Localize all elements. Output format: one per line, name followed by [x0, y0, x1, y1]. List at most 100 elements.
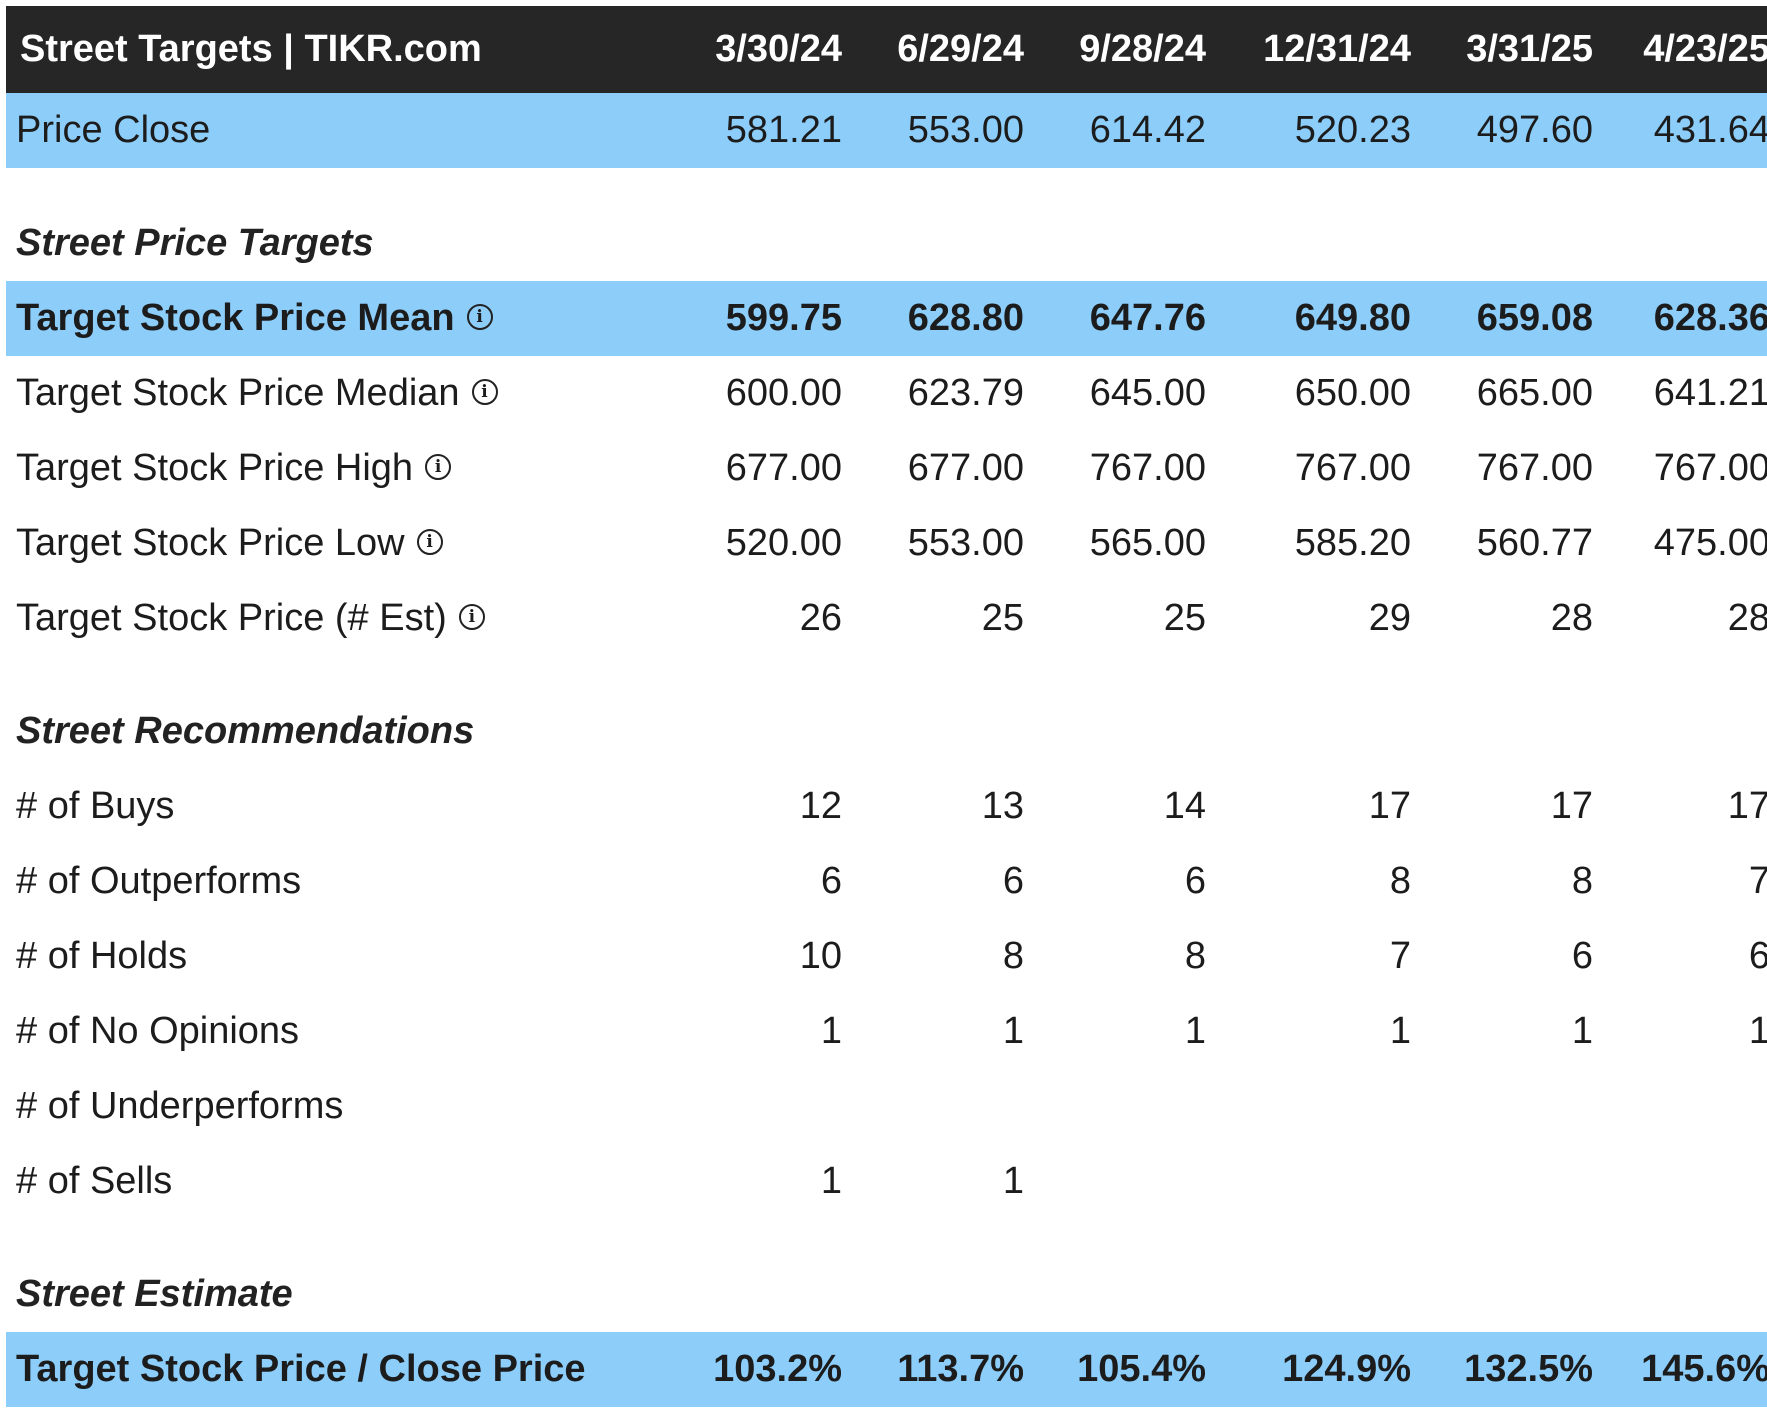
buys-row: # of Buys 12 13 14 17 17 17: [6, 769, 1767, 844]
row-value: 8: [1571, 860, 1593, 902]
row-value: 145.6%: [1641, 1348, 1767, 1390]
row-value: [1600, 1069, 1767, 1144]
row-value: 12: [799, 785, 842, 827]
street-targets-table: Street Targets | TIKR.com 3/30/24 6/29/2…: [6, 6, 1767, 1407]
row-value: 475.00: [1653, 522, 1767, 564]
row-value: 113.7%: [897, 1348, 1024, 1390]
row-value: 26: [799, 597, 842, 639]
target-close-ratio-row: Target Stock Price / Close Price 103.2% …: [6, 1332, 1767, 1407]
underperforms-row: # of Underperforms: [6, 1069, 1767, 1144]
row-value: 649.80: [1294, 297, 1411, 339]
section-title: Street Price Targets: [16, 222, 374, 264]
row-value: 6: [820, 860, 842, 902]
target-high-row: Target Stock Price High i 677.00 677.00 7…: [6, 431, 1767, 506]
date-header: 6/29/24: [897, 28, 1024, 70]
row-value: [854, 1069, 1024, 1144]
row-value: 560.77: [1476, 522, 1593, 564]
row-value: 25: [981, 597, 1024, 639]
row-value: 520.00: [725, 522, 842, 564]
row-value: 565.00: [1089, 522, 1206, 564]
row-value: 581.21: [725, 109, 842, 151]
info-icon[interactable]: i: [466, 303, 493, 330]
section-header-recommendations: Street Recommendations: [6, 694, 1767, 769]
row-value: 7: [1389, 935, 1411, 977]
row-value: [1036, 1144, 1206, 1219]
row-value: 6: [1184, 860, 1206, 902]
row-value: 585.20: [1294, 522, 1411, 564]
row-value: 7: [1748, 860, 1767, 902]
row-value: 1: [1184, 1010, 1206, 1052]
row-value: 8: [1002, 935, 1024, 977]
row-value: 677.00: [907, 447, 1024, 489]
target-mean-row: Target Stock Price Mean i 599.75 628.80 6…: [6, 281, 1767, 356]
info-icon[interactable]: i: [471, 378, 498, 405]
row-label: Target Stock Price High: [16, 447, 414, 489]
target-median-row: Target Stock Price Median i 600.00 623.79…: [6, 356, 1767, 431]
row-value: 767.00: [1089, 447, 1206, 489]
row-label-wrap: Target Stock Price High i: [16, 431, 452, 506]
row-label: Target Stock Price Median: [16, 372, 460, 414]
row-value: 1: [1571, 1010, 1593, 1052]
info-icon[interactable]: i: [425, 453, 452, 480]
row-value: 28: [1727, 597, 1767, 639]
row-value: 105.4%: [1077, 1348, 1206, 1390]
target-low-row: Target Stock Price Low i 520.00 553.00 56…: [6, 506, 1767, 581]
price-close-row: Price Close 581.21 553.00 614.42 520.23 …: [6, 93, 1767, 168]
row-value: 1: [1748, 1010, 1767, 1052]
row-value: 17: [1727, 785, 1767, 827]
row-value: [1036, 1069, 1206, 1144]
row-value: [1241, 1144, 1411, 1219]
row-value: 124.9%: [1282, 1348, 1411, 1390]
date-header: 12/31/24: [1263, 28, 1411, 70]
row-value: 431.64: [1653, 109, 1767, 151]
row-value: 10: [799, 935, 842, 977]
row-value: 767.00: [1294, 447, 1411, 489]
row-value: [1600, 1144, 1767, 1219]
row-label: Target Stock Price Mean: [16, 297, 455, 339]
row-label: # of Sells: [16, 1160, 173, 1202]
no-opinions-row: # of No Opinions 1 1 1 1 1 1: [6, 994, 1767, 1069]
row-value: 645.00: [1089, 372, 1206, 414]
row-value: 614.42: [1089, 109, 1206, 151]
info-icon[interactable]: i: [458, 603, 485, 630]
row-value: 28: [1550, 597, 1593, 639]
date-header: 9/28/24: [1079, 28, 1206, 70]
row-value: 13: [981, 785, 1024, 827]
row-value: 767.00: [1476, 447, 1593, 489]
row-value: 17: [1550, 785, 1593, 827]
row-value: 553.00: [907, 522, 1024, 564]
row-value: 6: [1571, 935, 1593, 977]
row-value: 599.75: [725, 297, 842, 339]
date-header: 3/30/24: [715, 28, 842, 70]
info-icon[interactable]: i: [416, 528, 443, 555]
date-header: 3/31/25: [1466, 28, 1593, 70]
row-value: 1: [1389, 1010, 1411, 1052]
row-value: 14: [1163, 785, 1206, 827]
row-value: 8: [1184, 935, 1206, 977]
row-label-wrap: Target Stock Price Low i: [16, 506, 443, 581]
row-value: 1: [820, 1010, 842, 1052]
row-value: [1423, 1069, 1593, 1144]
row-value: 25: [1163, 597, 1206, 639]
row-label: Target Stock Price / Close Price: [16, 1348, 586, 1390]
row-label: Price Close: [16, 109, 211, 151]
row-label: Target Stock Price (# Est): [16, 597, 447, 639]
row-label: # of Outperforms: [16, 860, 302, 902]
row-value: [1423, 1144, 1593, 1219]
row-value: 103.2%: [713, 1348, 842, 1390]
section-title: Street Recommendations: [16, 710, 475, 752]
header-row: Street Targets | TIKR.com 3/30/24 6/29/2…: [6, 6, 1767, 93]
row-label: # of Underperforms: [16, 1085, 344, 1127]
row-value: 1: [820, 1160, 842, 1202]
row-value: 665.00: [1476, 372, 1593, 414]
holds-row: # of Holds 10 8 8 7 6 6: [6, 919, 1767, 994]
row-label-wrap: Target Stock Price (# Est) i: [16, 581, 485, 656]
row-value: 767.00: [1653, 447, 1767, 489]
row-label: # of Holds: [16, 935, 188, 977]
row-value: 6: [1002, 860, 1024, 902]
row-value: 623.79: [907, 372, 1024, 414]
row-value: 659.08: [1476, 297, 1593, 339]
section-header-price-targets: Street Price Targets: [6, 206, 1767, 281]
row-value: 29: [1368, 597, 1411, 639]
row-label: # of No Opinions: [16, 1010, 300, 1052]
